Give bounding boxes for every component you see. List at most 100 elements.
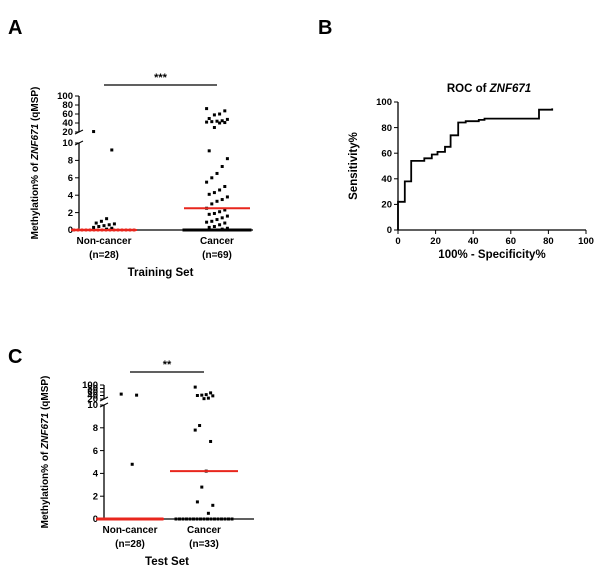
y-tick-label: 8 [93,423,98,434]
x-axis-title: Training Set [128,267,194,279]
y-tick-label: 2 [93,491,98,502]
data-point [207,117,211,120]
data-point [102,224,106,228]
y-tick-label: 60 [87,387,98,398]
y-tick-label: 0 [68,225,73,236]
data-point [182,228,186,232]
panel-letter-a: A [8,17,22,39]
data-point [200,228,204,232]
y-tick-label: 0 [387,225,392,236]
data-point [211,503,215,507]
roc-curve [397,108,554,230]
group-size-label: (n=28) [89,250,119,261]
data-point [218,210,222,214]
data-point [205,120,209,124]
data-point [212,225,216,229]
data-point [207,192,211,196]
y-tick-label: 0 [93,514,98,525]
y-tick-label: 60 [381,148,392,159]
data-point [210,120,214,124]
y-axis-label: Sensitivity% [348,132,360,200]
data-point [223,185,227,188]
data-point [220,517,223,521]
x-axis-title: Test Set [145,556,189,568]
y-tick-label: 80 [87,384,98,395]
data-point [200,485,204,489]
data-point [188,517,192,521]
data-point [205,180,209,184]
data-point [235,228,239,232]
data-point [223,121,227,125]
y-tick-label: 100 [376,97,392,108]
y-tick-label: 6 [68,173,73,184]
y-tick-label: 100 [57,91,73,102]
y-tick-label: 4 [68,190,74,201]
data-point [192,517,195,521]
group-size-label: (n=28) [115,539,145,550]
data-point [193,385,197,389]
data-point [195,500,199,504]
data-point [208,228,212,232]
data-point [193,228,197,232]
data-point [230,517,234,521]
data-point [206,517,209,521]
data-point [225,157,229,161]
y-tick-label: 6 [93,446,98,457]
data-point [211,394,215,398]
data-point [215,218,219,222]
data-point [199,517,202,521]
data-point [212,113,216,117]
data-point [112,222,116,226]
data-point [105,217,109,221]
data-point [227,228,231,232]
data-point [209,439,213,443]
data-point [220,198,224,202]
data-point [225,195,229,199]
data-point [206,228,210,232]
data-point [130,462,134,466]
data-point [110,226,114,230]
data-point [225,117,229,121]
data-point [248,228,252,232]
data-point [174,517,178,521]
data-point [202,397,206,401]
data-point [215,119,219,123]
significance-stars: *** [154,72,168,84]
data-point [225,226,229,230]
data-point [135,393,139,397]
y-tick-label: 40 [62,118,73,129]
y-axis-label: Methylation% of ZNF671 (qMSP) [30,87,41,240]
data-point [232,228,236,232]
data-point [218,112,222,116]
data-point [230,228,234,232]
data-point [211,228,215,232]
panel-letter-b: B [318,17,332,39]
y-tick-label: 10 [62,138,73,149]
data-point [195,228,199,232]
data-point [195,517,199,521]
data-point [198,424,202,428]
data-point [243,228,247,232]
significance-stars: ** [163,359,172,371]
data-point [187,228,191,232]
data-point [119,392,123,396]
data-point [220,119,224,123]
x-tick-label: 0 [395,236,400,247]
data-point [218,188,222,192]
data-point [209,391,213,395]
data-point [207,149,211,153]
x-axis-label: 100% - Specificity% [438,249,545,261]
data-point [240,228,244,232]
category-label: Cancer [187,525,221,536]
data-point [178,517,181,521]
data-point [220,227,224,231]
data-point [202,517,206,521]
data-point [185,228,189,232]
data-point [223,109,227,113]
x-tick-label: 20 [430,236,441,247]
y-tick-label: 100 [82,380,98,391]
data-point [212,211,216,215]
data-point [216,517,220,521]
